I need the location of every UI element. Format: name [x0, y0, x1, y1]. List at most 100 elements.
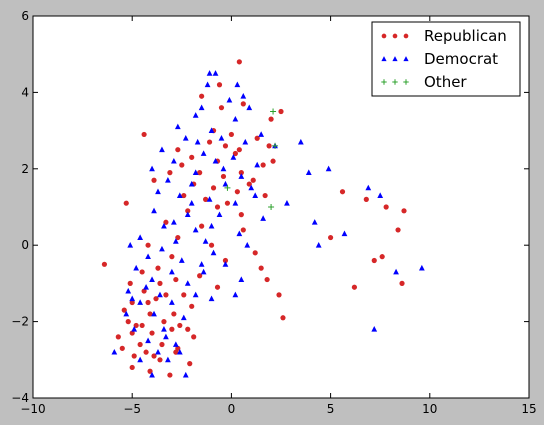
republican-point	[395, 227, 401, 233]
democrat-point	[176, 192, 183, 198]
democrat-point	[230, 154, 237, 160]
republican-point	[129, 364, 135, 371]
legend-entries: Republican Democrat Other	[381, 27, 507, 91]
democrat-point	[254, 161, 261, 168]
republican-point	[351, 284, 358, 290]
republican-point	[185, 326, 191, 332]
republican-point	[147, 368, 153, 374]
democrat-point	[151, 207, 157, 214]
republican-point	[280, 315, 286, 321]
republican-point	[141, 131, 147, 138]
republican-point	[210, 185, 217, 191]
republican-point	[371, 257, 377, 264]
democrat-point	[210, 249, 217, 256]
democrat-point	[226, 96, 233, 103]
republican-point	[363, 196, 369, 202]
republican-point	[278, 108, 284, 115]
democrat-point	[258, 131, 265, 137]
legend-republican-marker	[403, 33, 409, 39]
democrat-point	[143, 284, 149, 290]
democrat-point	[208, 295, 215, 302]
republican-point	[161, 319, 167, 325]
republican-point	[238, 212, 244, 218]
democrat-point	[169, 268, 175, 275]
democrat-point	[311, 219, 318, 225]
republican-point	[143, 349, 149, 355]
y-tick-label: 0	[21, 238, 29, 252]
republican-point	[236, 59, 242, 65]
democrat-point	[155, 188, 161, 195]
republican-point	[218, 105, 225, 111]
republican-point	[197, 170, 203, 176]
democrat-point	[216, 211, 223, 218]
democrat-point	[244, 242, 251, 248]
democrat-point	[260, 215, 267, 221]
democrat-point	[305, 169, 312, 176]
legend: Republican Democrat Other	[371, 21, 521, 97]
democrat-point	[155, 348, 161, 355]
republican-point	[179, 162, 185, 168]
democrat-point	[157, 291, 163, 298]
legend-republican-marker	[392, 33, 398, 39]
democrat-point	[341, 230, 348, 237]
republican-point	[125, 319, 131, 325]
democrat-point	[218, 135, 225, 141]
republican-point	[240, 227, 246, 233]
republican-point	[171, 311, 177, 317]
democrat-point	[123, 310, 130, 317]
democrat-point	[204, 81, 211, 88]
democrat-point	[172, 238, 179, 244]
democrat-point	[232, 291, 239, 298]
republican-point	[258, 265, 264, 271]
republican-point	[181, 292, 187, 298]
legend-republican-marker	[381, 33, 387, 39]
democrat-point	[161, 222, 167, 229]
democrat-point	[176, 348, 183, 355]
democrat-point	[111, 348, 118, 355]
democrat-point	[220, 165, 227, 172]
y-tick-label: 2	[21, 162, 29, 176]
democrat-point	[145, 253, 151, 260]
republican-point	[121, 307, 127, 313]
democrat-point	[169, 299, 175, 305]
democrat-point	[377, 192, 384, 198]
democrat-point	[238, 276, 245, 282]
democrat-point	[252, 192, 259, 198]
republican-point	[189, 303, 195, 309]
points-layer	[101, 59, 425, 378]
democrat-point	[174, 123, 181, 130]
republican-point	[157, 280, 163, 286]
republican-point	[157, 357, 163, 363]
democrat-point	[393, 268, 399, 275]
republican-point	[145, 299, 151, 306]
republican-point	[167, 372, 173, 378]
democrat-point	[222, 261, 229, 267]
democrat-point	[133, 264, 140, 271]
republican-point	[264, 276, 270, 283]
democrat-point	[127, 242, 134, 248]
democrat-point	[149, 276, 155, 282]
republican-point	[266, 143, 272, 149]
democrat-point	[165, 356, 171, 363]
republican-point	[151, 177, 157, 183]
republican-point	[199, 223, 205, 229]
democrat-point	[202, 238, 209, 244]
democrat-point	[165, 177, 171, 183]
republican-point	[399, 280, 405, 286]
democrat-point	[159, 146, 165, 153]
republican-point	[175, 147, 181, 153]
republican-point	[328, 234, 334, 241]
democrat-point	[212, 157, 219, 164]
republican-point	[214, 204, 221, 210]
democrat-point	[192, 112, 199, 118]
republican-point	[133, 322, 139, 329]
democrat-point	[418, 264, 425, 271]
democrat-point	[151, 310, 157, 317]
republican-point	[240, 101, 246, 107]
democrat-point	[206, 196, 213, 202]
democrat-point	[192, 169, 199, 176]
republican-point	[119, 345, 125, 351]
democrat-point	[200, 150, 207, 156]
republican-point	[339, 189, 346, 195]
democrat-point	[284, 199, 290, 206]
